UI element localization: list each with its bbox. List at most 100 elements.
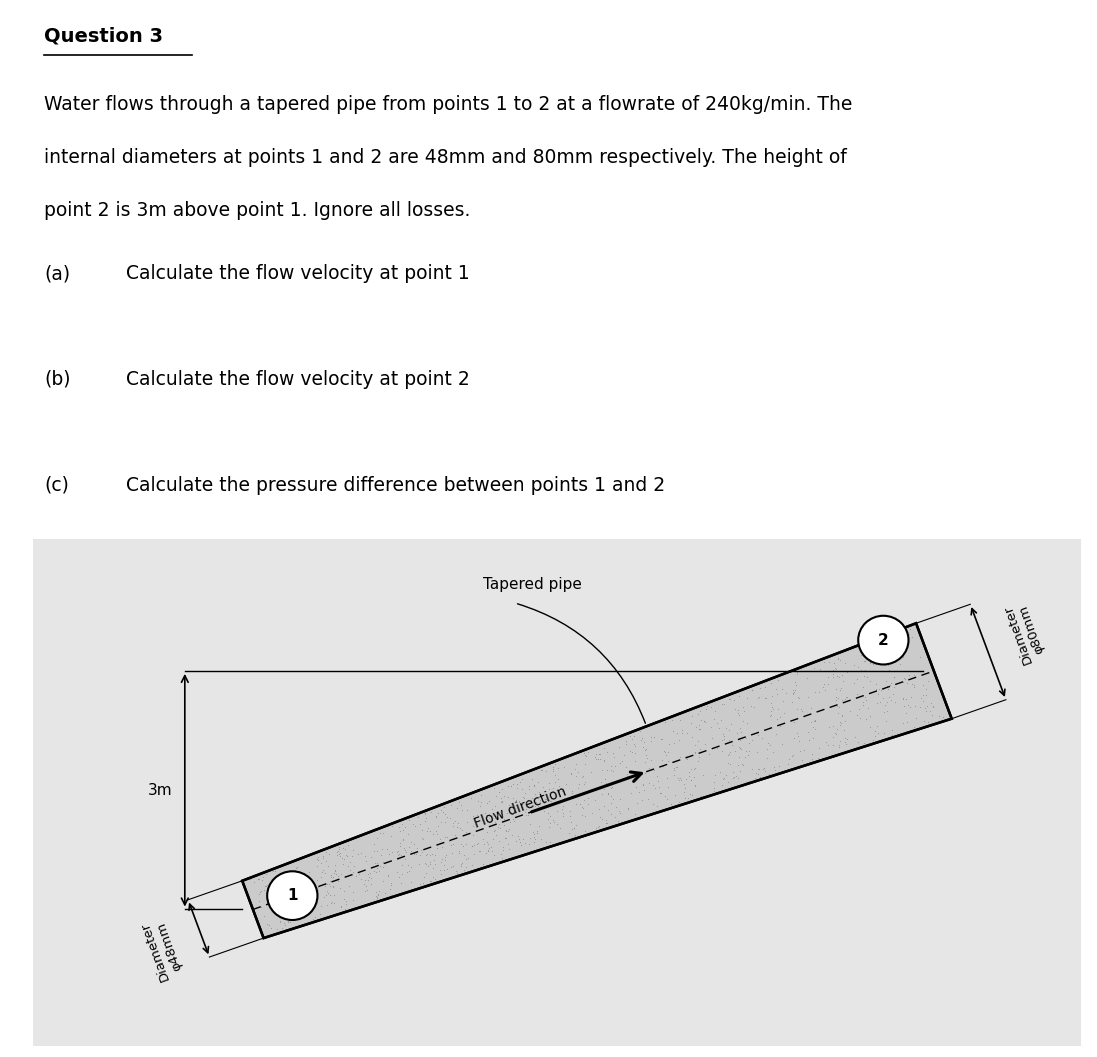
Point	[482, 838, 499, 855]
Point	[349, 846, 366, 863]
Point	[395, 830, 412, 847]
Point	[470, 793, 487, 810]
Point	[436, 857, 453, 874]
Point	[713, 776, 731, 793]
Point	[758, 740, 776, 757]
Point	[848, 707, 866, 724]
Point	[358, 877, 375, 894]
Point	[837, 654, 855, 671]
Point	[429, 804, 446, 821]
Point	[297, 903, 315, 920]
Point	[369, 830, 386, 847]
Point	[259, 880, 276, 897]
Point	[275, 914, 293, 931]
Point	[834, 667, 851, 684]
Point	[323, 893, 340, 910]
Point	[564, 820, 581, 837]
Point	[298, 905, 316, 922]
Point	[803, 745, 821, 762]
Point	[494, 849, 511, 866]
Point	[894, 649, 912, 666]
Point	[923, 706, 940, 723]
Point	[656, 787, 674, 804]
Point	[719, 774, 736, 791]
Point	[722, 716, 739, 733]
Point	[290, 903, 307, 920]
Point	[868, 675, 885, 692]
Point	[849, 659, 867, 675]
Point	[835, 672, 852, 689]
Point	[815, 675, 833, 692]
Point	[895, 698, 913, 715]
Point	[649, 773, 667, 790]
Point	[885, 669, 903, 686]
Point	[803, 713, 821, 730]
Point	[341, 853, 359, 870]
Point	[736, 703, 754, 720]
Point	[330, 846, 348, 863]
Point	[627, 778, 645, 795]
Point	[536, 791, 554, 808]
Point	[391, 818, 408, 835]
Point	[271, 912, 289, 929]
Point	[282, 870, 299, 887]
Point	[464, 837, 482, 854]
Point	[514, 789, 532, 805]
Point	[409, 809, 427, 826]
Point	[523, 801, 541, 818]
Point	[702, 718, 720, 735]
Point	[250, 870, 268, 887]
Point	[885, 628, 903, 645]
Point	[898, 637, 916, 654]
Point	[485, 847, 502, 864]
Point	[596, 753, 613, 769]
Point	[397, 843, 415, 860]
Point	[340, 877, 358, 894]
Point	[548, 816, 566, 833]
Point	[320, 875, 338, 892]
Point	[438, 860, 455, 877]
Point	[618, 759, 635, 776]
Point	[762, 702, 780, 719]
Point	[304, 873, 321, 890]
Point	[529, 774, 546, 791]
Point	[389, 869, 407, 886]
Point	[882, 674, 900, 691]
Point	[692, 787, 710, 804]
Point	[574, 768, 591, 785]
Point	[472, 843, 489, 860]
Point	[693, 766, 711, 783]
Point	[828, 698, 846, 715]
Point	[255, 908, 272, 925]
Point	[634, 775, 652, 792]
Point	[367, 864, 385, 880]
Text: internal diameters at points 1 and 2 are 48mm and 80mm respectively. The height : internal diameters at points 1 and 2 are…	[44, 148, 847, 167]
Point	[374, 858, 392, 875]
Point	[479, 836, 497, 853]
Point	[306, 886, 324, 903]
Point	[651, 784, 668, 801]
Point	[442, 837, 460, 854]
Point	[589, 750, 607, 767]
Point	[360, 869, 377, 886]
Point	[389, 846, 407, 863]
Point	[690, 721, 708, 738]
Point	[297, 888, 315, 905]
Point	[830, 699, 848, 716]
Point	[793, 752, 811, 768]
Point	[457, 823, 475, 840]
Text: 2: 2	[878, 633, 889, 648]
Point	[838, 688, 856, 705]
Point	[626, 737, 644, 754]
Point	[750, 760, 768, 777]
Point	[761, 694, 779, 711]
Point	[764, 687, 781, 704]
Point	[369, 859, 386, 876]
Point	[871, 693, 889, 710]
Point	[297, 901, 315, 917]
Point	[832, 651, 849, 668]
Point	[700, 745, 717, 762]
Point	[394, 866, 411, 883]
Point	[494, 841, 511, 858]
Point	[773, 681, 791, 698]
